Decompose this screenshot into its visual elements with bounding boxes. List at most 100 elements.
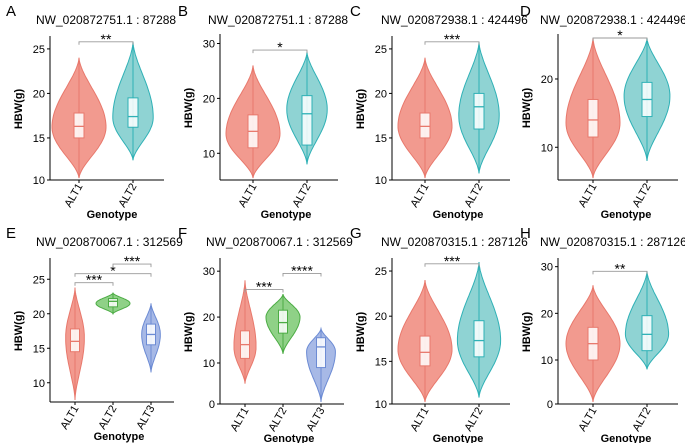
y-tick-label: 20 [33,88,45,100]
x-tick-label: ALT2 [462,406,485,434]
significance-bracket: **** [282,262,322,278]
significance-bracket: *** [244,279,284,295]
bracket-line [244,289,284,293]
violin-alt1 [65,287,85,401]
significance-label: *** [86,272,103,288]
x-tick-label: ALT2 [462,182,485,210]
y-tick-label: 20 [203,93,215,105]
panel-letter: G [350,225,362,242]
y-tick-label: 15 [33,133,45,145]
bracket-line [112,263,152,268]
panel-h: H NW_020870315.1 : 287126 HBW(g) 0 10 20 30 ALT… [520,225,685,443]
x-tick-label: ALT2 [630,406,653,434]
x-tick-label: ALT1 [408,406,431,434]
y-axis-label: HBW(g) [355,89,367,130]
x-axis-label: Genotype [94,431,145,443]
box-iqr [419,112,431,139]
panel-d: D NW_020872938.1 : 424496 HBW(g) 10 20 ALT1 AL… [520,3,685,221]
box-iqr [316,337,326,369]
significance-bracket: * [252,39,308,55]
y-axis-label: HBW(g) [355,312,367,353]
violin-alt2 [95,291,131,316]
y-tick-label: 10 [541,355,553,367]
y-tick-label: 0 [209,399,215,411]
y-tick-label: 0 [547,399,553,411]
panel-letter: A [6,3,16,20]
box-iqr [419,335,431,367]
significance-label: *** [124,253,141,269]
y-tick-label: 10 [33,378,45,390]
box-iqr [587,98,599,138]
y-axis-label: HBW(g) [13,89,25,130]
x-tick-label: ALT1 [62,182,85,210]
bracket-line [424,41,480,45]
y-tick-label: 15 [33,343,45,355]
x-axis-label: Genotype [433,209,484,221]
y-axis-label: HBW(g) [183,312,195,353]
y-tick-label: 15 [375,356,387,368]
violin-alt1 [565,285,621,403]
violin-alt1 [51,57,107,179]
x-tick-label: ALT1 [576,406,599,434]
panel-b: B NW_020872751.1 : 87288 HBW(g) 10 20 30 ALT1 A… [178,3,348,221]
violin-alt1 [397,280,453,403]
y-tick-label: 20 [203,312,215,324]
panel-f: F NW_020870067.1 : 312569 HBW(g) 0 10 20 30 ALT… [178,225,353,443]
panel-title: NW_020872751.1 : 87288 [36,13,176,27]
significance-label: * [277,39,283,55]
bracket-line [252,49,308,54]
bracket-line [592,270,648,275]
y-axis-label: HBW(g) [13,311,25,352]
x-tick-label: ALT2 [116,182,139,210]
x-tick-label: ALT3 [134,404,157,432]
significance-bracket: *** [74,272,114,288]
x-tick-label: ALT3 [304,406,327,434]
y-tick-label: 25 [375,266,387,278]
violin-alt3 [141,303,161,373]
y-tick-label: 25 [375,44,387,56]
x-tick-label: ALT2 [96,404,119,432]
panel-title: NW_020872938.1 : 424496 [381,13,528,27]
violin-alt2 [458,41,500,174]
panel-letter: H [520,225,531,242]
violin-alt1 [565,37,621,179]
violin-alt2 [112,41,154,161]
y-tick-label: 25 [33,274,45,286]
y-tick-label: 10 [33,175,45,187]
violin-alt2 [456,261,502,398]
y-tick-label: 30 [203,266,215,278]
x-tick-label: ALT1 [58,404,81,432]
significance-label: ** [615,260,626,276]
y-axis-label: HBW(g) [183,88,195,129]
x-axis-label: Genotype [601,209,652,221]
significance-label: * [617,27,623,43]
significance-bracket: * [592,27,648,43]
significance-label: *** [444,31,461,47]
panel-letter: E [6,225,16,242]
panel-letter: D [520,3,531,20]
violin-alt1 [225,65,281,179]
violin-alt2 [286,51,328,165]
panel-title: NW_020870067.1 : 312569 [206,235,353,249]
significance-bracket: *** [112,253,152,269]
panel-e: E NW_020870067.1 : 312569 HBW(g) 10 15 20 25 AL… [6,225,183,443]
panel-g: G NW_020870315.1 : 287126 HBW(g) 10 15 20 25 AL… [350,225,528,443]
x-axis-label: Genotype [87,209,138,221]
y-tick-label: 15 [375,133,387,145]
y-tick-label: 20 [375,88,387,100]
significance-label: *** [444,253,461,269]
violin-alt1 [397,57,453,179]
panel-title: NW_020870315.1 : 287126 [381,235,528,249]
y-tick-label: 10 [541,142,553,154]
x-tick-label: ALT1 [236,182,259,210]
box-iqr [70,328,80,353]
box-iqr [301,95,313,146]
panel-title: NW_020872751.1 : 87288 [208,13,348,27]
violin-alt2 [624,271,670,370]
box-iqr [73,112,85,139]
significance-label: **** [291,262,313,278]
bracket-line [74,282,114,286]
x-axis-label: Genotype [261,209,312,221]
y-tick-label: 20 [375,311,387,323]
